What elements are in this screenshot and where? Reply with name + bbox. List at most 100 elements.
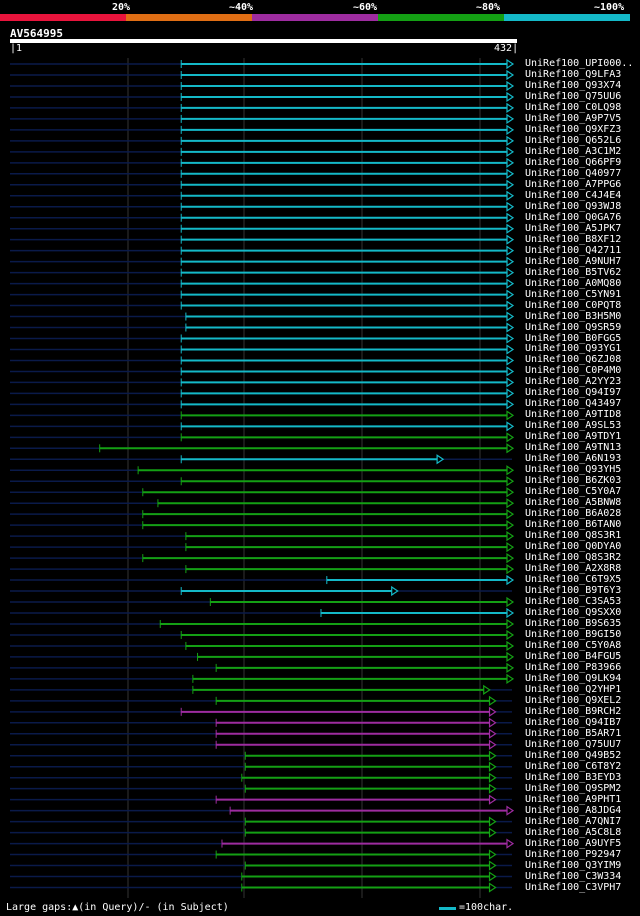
hit-label[interactable]: UniRef100_Q9LFA3: [525, 68, 622, 80]
hit-label[interactable]: UniRef100_Q9SXX0: [525, 607, 622, 618]
query-start-label: |1: [10, 43, 23, 54]
hit-label[interactable]: UniRef100_C0P4M0: [525, 365, 622, 377]
legend-swatch-100: [504, 14, 630, 21]
hit-label[interactable]: UniRef100_A9P7V5: [525, 112, 622, 124]
hit-label[interactable]: UniRef100_Q93YG1: [525, 343, 622, 355]
hit-label[interactable]: UniRef100_Q40977: [525, 167, 622, 179]
hit-label[interactable]: UniRef100_A8JDG4: [525, 804, 622, 816]
hit-label[interactable]: UniRef100_B3EYD3: [525, 771, 622, 783]
hit-arrow: [506, 465, 515, 476]
hit-arrow: [506, 179, 515, 190]
hit-label[interactable]: UniRef100_Q0GA76: [525, 211, 622, 223]
hit-arrow: [506, 443, 515, 454]
hit-label[interactable]: UniRef100_A5JPK7: [525, 222, 622, 234]
hit-label[interactable]: UniRef100_Q75UU7: [525, 738, 622, 750]
hit-label[interactable]: UniRef100_C3W334: [525, 870, 622, 882]
hit-label[interactable]: UniRef100_Q93X74: [525, 79, 622, 91]
hit-arrow: [506, 300, 515, 311]
hit-label[interactable]: UniRef100_B5AR71: [525, 727, 622, 739]
hit-label[interactable]: UniRef100_A9TN13: [525, 442, 622, 454]
hit-arrow: [506, 640, 515, 652]
hit-label[interactable]: UniRef100_A9NUH7: [525, 255, 622, 267]
hit-label[interactable]: UniRef100_B5TV62: [525, 266, 622, 278]
hit-label[interactable]: UniRef100_A9UYF5: [525, 837, 622, 849]
hit-arrow: [488, 816, 497, 827]
hit-label[interactable]: UniRef100_Q42711: [525, 244, 622, 256]
hit-label[interactable]: UniRef100_C5Y0A7: [525, 486, 622, 498]
hit-label[interactable]: UniRef100_A9TDY1: [525, 431, 622, 443]
hit-label[interactable]: UniRef100_C0LQ98: [525, 101, 622, 113]
hit-label[interactable]: UniRef100_B9S635: [525, 617, 622, 629]
hit-arrow: [506, 146, 515, 157]
hit-label[interactable]: UniRef100_Q93YH5: [525, 464, 622, 476]
hit-label[interactable]: UniRef100_B6TAN0: [525, 519, 622, 531]
hit-arrow: [506, 344, 515, 355]
hit-label[interactable]: UniRef100_C5Y0A8: [525, 639, 622, 651]
hit-label[interactable]: UniRef100_Q9SR59: [525, 321, 622, 333]
hit-label[interactable]: UniRef100_Q43497: [525, 398, 622, 410]
hit-label[interactable]: UniRef100_Q9XFZ3: [525, 123, 622, 135]
hit-label[interactable]: UniRef100_Q9LK94: [525, 672, 622, 684]
hit-label[interactable]: UniRef100_Q66PF9: [525, 156, 622, 168]
hit-label[interactable]: UniRef100_B9GI50: [525, 628, 622, 640]
hit-label[interactable]: UniRef100_C3VPH7: [525, 881, 622, 893]
hit-arrow: [506, 596, 515, 608]
hit-label[interactable]: UniRef100_A2X8R8: [525, 563, 622, 575]
hit-arrow: [506, 421, 515, 432]
hit-arrow: [506, 113, 515, 125]
hit-label[interactable]: UniRef100_P92947: [525, 848, 622, 860]
hit-label[interactable]: UniRef100_B9T6Y3: [525, 585, 622, 597]
hit-label[interactable]: UniRef100_A0MQ80: [525, 277, 622, 289]
hit-label[interactable]: UniRef100_B6ZK03: [525, 475, 622, 487]
hit-label[interactable]: UniRef100_A2YY23: [525, 376, 622, 388]
hit-label[interactable]: UniRef100_Q9XEL2: [525, 694, 622, 706]
hit-label[interactable]: UniRef100_A5C8L8: [525, 826, 622, 838]
hit-label[interactable]: UniRef100_Q8S3R2: [525, 552, 622, 564]
hit-label[interactable]: UniRef100_A9PHT1: [525, 793, 622, 805]
hit-label[interactable]: UniRef100_B9RCH2: [525, 705, 622, 717]
hit-label[interactable]: UniRef100_A6N193: [525, 453, 622, 465]
hit-label[interactable]: UniRef100_B6A028: [525, 508, 622, 520]
hit-arrow: [506, 552, 515, 564]
hit-label[interactable]: UniRef100_B8XF12: [525, 233, 622, 245]
hit-label[interactable]: UniRef100_B3H5M0: [525, 310, 622, 322]
hit-label[interactable]: UniRef100_C6T9X5: [525, 574, 622, 586]
hit-arrow: [506, 168, 515, 179]
hit-label[interactable]: UniRef100_Q8S3R1: [525, 530, 622, 542]
hit-arrow: [506, 58, 515, 70]
hit-label[interactable]: UniRef100_Q94I97: [525, 387, 622, 399]
hit-label[interactable]: UniRef100_Q652L6: [525, 134, 622, 146]
hit-label[interactable]: UniRef100_C3SA53: [525, 596, 622, 608]
hit-arrow: [488, 860, 497, 871]
hit-arrow: [506, 223, 515, 234]
legend-label-40: ~40%: [229, 2, 254, 13]
hit-arrow: [506, 234, 515, 245]
hit-label[interactable]: UniRef100_UPI000..: [525, 58, 634, 69]
hit-label[interactable]: UniRef100_C6T8Y2: [525, 760, 622, 772]
hit-label[interactable]: UniRef100_B0FGG5: [525, 332, 622, 344]
hit-label[interactable]: UniRef100_C5YN91: [525, 288, 622, 300]
hit-label[interactable]: UniRef100_C4J4E4: [525, 189, 622, 201]
hit-arrow: [506, 399, 515, 410]
hit-label[interactable]: UniRef100_C0PQT8: [525, 299, 622, 311]
hit-label[interactable]: UniRef100_P83966: [525, 661, 622, 673]
hit-label[interactable]: UniRef100_Q75UU6: [525, 90, 622, 102]
hit-label[interactable]: UniRef100_B4FGU5: [525, 650, 622, 662]
legend-label-80: ~80%: [476, 2, 501, 13]
hit-label[interactable]: UniRef100_Q49B52: [525, 749, 622, 761]
hit-label[interactable]: UniRef100_A9SL53: [525, 420, 622, 432]
hit-label[interactable]: UniRef100_A9TID8: [525, 409, 622, 421]
hit-arrow: [506, 673, 515, 685]
hit-label[interactable]: UniRef100_Q6ZJ08: [525, 354, 622, 366]
hit-label[interactable]: UniRef100_A3C1M2: [525, 145, 622, 157]
hit-label[interactable]: UniRef100_Q93WJ8: [525, 200, 622, 212]
hit-label[interactable]: UniRef100_A7PPG6: [525, 178, 622, 190]
hit-label[interactable]: UniRef100_A7QNI7: [525, 815, 622, 827]
hit-label[interactable]: UniRef100_Q0DYA0: [525, 541, 622, 553]
hit-label[interactable]: UniRef100_Q9SPM2: [525, 782, 622, 794]
hit-arrow: [506, 629, 515, 641]
hit-label[interactable]: UniRef100_Q3YIM9: [525, 859, 622, 871]
hit-label[interactable]: UniRef100_A5BNW8: [525, 497, 622, 509]
hit-label[interactable]: UniRef100_Q94IB7: [525, 716, 622, 728]
hit-label[interactable]: UniRef100_Q2YHP1: [525, 683, 622, 695]
